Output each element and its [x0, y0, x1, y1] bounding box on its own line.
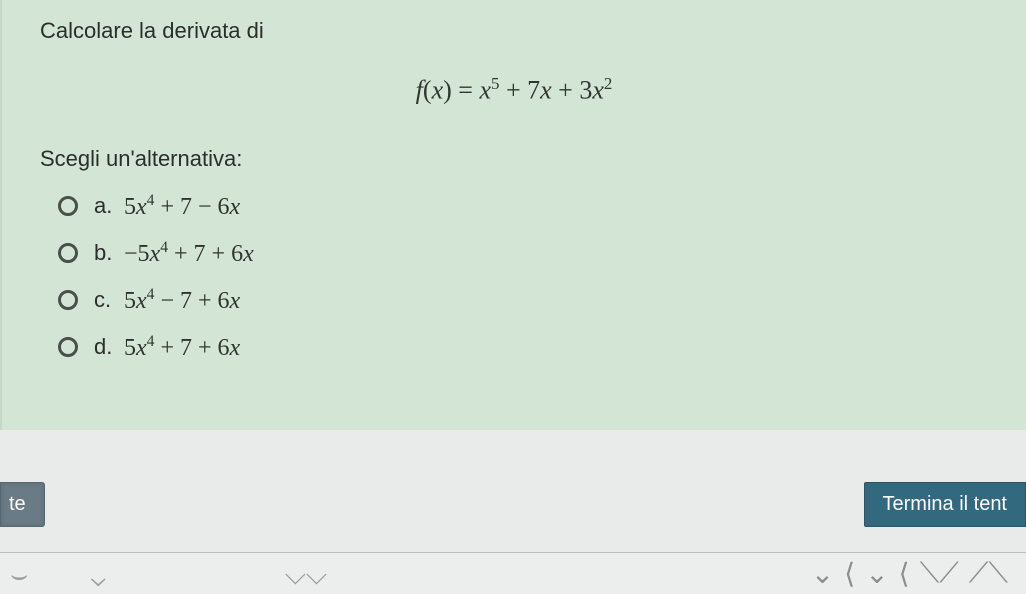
option-a[interactable]: a. 5x4 + 7 − 6x [58, 192, 1026, 221]
radio-icon[interactable] [58, 290, 78, 310]
chevron-down-icon: ⌄ [811, 557, 834, 590]
option-c[interactable]: c. 5x4 − 7 + 6x [58, 286, 1026, 315]
option-math: −5x4 + 7 + 6x [124, 239, 254, 268]
finish-attempt-button[interactable]: Termina il tent [864, 482, 1026, 527]
question-prompt: Calcolare la derivata di [40, 18, 1026, 44]
question-panel: Calcolare la derivata di f(x) = x5 + 7x … [0, 0, 1026, 430]
option-math: 5x4 + 7 + 6x [124, 333, 240, 362]
chevron-pair-icon: ⟍⟋ [920, 557, 959, 590]
choose-label: Scegli un'alternativa: [40, 146, 1026, 172]
options-group: a. 5x4 + 7 − 6x b. −5x4 + 7 + 6x c. 5x4 … [58, 192, 1026, 362]
option-b[interactable]: b. −5x4 + 7 + 6x [58, 239, 1026, 268]
option-letter: d. [94, 334, 124, 360]
decorative-chevrons: ⌄ ⟨ ⌄ ⟨ ⟍⟋ ⟋⟍ [811, 557, 1008, 590]
radio-icon[interactable] [58, 243, 78, 263]
chevron-pair-icon: ⟋⟍ [969, 557, 1008, 590]
option-letter: a. [94, 193, 124, 219]
prev-button[interactable]: te [0, 482, 45, 527]
option-math: 5x4 + 7 − 6x [124, 192, 240, 221]
radio-icon[interactable] [58, 337, 78, 357]
option-d[interactable]: d. 5x4 + 7 + 6x [58, 333, 1026, 362]
question-formula: f(x) = x5 + 7x + 3x2 [40, 74, 1026, 106]
footer-bar: te Termina il tent [0, 474, 1026, 534]
radio-icon[interactable] [58, 196, 78, 216]
chevron-left-icon: ⟨ [844, 557, 855, 590]
bottom-strip: ⌣ ⌄ ⌵⌵ ⌄ ⟨ ⌄ ⟨ ⟍⟋ ⟋⟍ [0, 552, 1026, 594]
option-letter: b. [94, 240, 124, 266]
decorative-marks-left: ⌣ ⌄ ⌵⌵ [10, 559, 327, 592]
chevron-down-icon: ⌄ [865, 557, 888, 590]
option-math: 5x4 − 7 + 6x [124, 286, 240, 315]
chevron-left-icon: ⟨ [899, 557, 910, 590]
option-letter: c. [94, 287, 124, 313]
